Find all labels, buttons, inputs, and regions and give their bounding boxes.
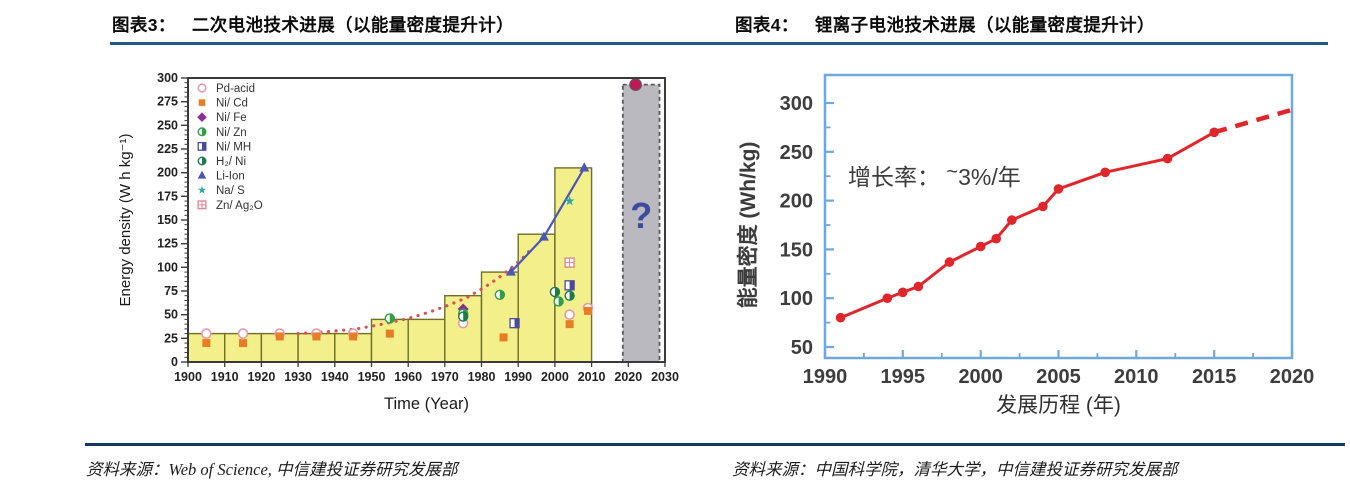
svg-text:1995: 1995 (881, 366, 926, 388)
svg-text:2015: 2015 (1192, 366, 1237, 388)
source-divider-rule (85, 443, 1345, 446)
svg-text:2005: 2005 (1036, 366, 1081, 388)
figure-3-title: 图表3： 二次电池技术进展（以能量密度提升计） (112, 12, 514, 37)
legend-label: Ni/ Cd (216, 98, 248, 110)
figure-4-source-label: 资料来源： (732, 460, 815, 479)
x-axis-label: 发展历程 (年) (996, 394, 1121, 417)
svg-text:50: 50 (791, 337, 813, 359)
svg-text:0: 0 (171, 355, 178, 369)
data-point (975, 241, 986, 252)
data-point (1053, 184, 1064, 194)
figure-4-title: 图表4： 锂离子电池技术进展（以能量密度提升计） (735, 12, 1155, 37)
growth-rate-annotation: 增长率： ~3%/年 (848, 161, 1021, 190)
svg-text:200: 200 (780, 191, 813, 213)
figure-3-source-label: 资料来源： (86, 460, 169, 479)
svg-text:200: 200 (157, 166, 178, 180)
liion-growth-line (505, 162, 590, 276)
future-question-mark: ? (630, 195, 652, 236)
svg-text:1950: 1950 (358, 370, 386, 384)
svg-text:25: 25 (164, 331, 178, 345)
scatter-points (201, 195, 594, 348)
legend-label: Ni/ Zn (216, 127, 247, 139)
svg-text:1920: 1920 (247, 370, 275, 384)
y-axis-ticks: 0 25 50 75 100 125 150 175 200 225 250 275 300 (157, 71, 188, 369)
svg-text:150: 150 (780, 239, 813, 261)
svg-text:2030: 2030 (651, 370, 679, 384)
data-point (898, 287, 908, 298)
chart-legend: Pd-acid Ni/ Cd Ni/ Fe Ni/ Zn Ni/ MH H₂/ Ni Li-… (197, 83, 263, 212)
decade-bar (517, 233, 556, 363)
figure-4-liion-chart: 50 100 150 200 250 300 1990 1995 2000 2005 2010 201… (736, 73, 1315, 417)
svg-text:225: 225 (157, 142, 178, 156)
figure-4-source: 资料来源：中国科学院，清华大学，中信建投证券研究发展部 (732, 456, 1178, 480)
x-axis-label: Time (Year) (384, 395, 469, 413)
title-underline-rule (110, 42, 1328, 45)
data-point (835, 312, 846, 323)
svg-text:1990: 1990 (803, 366, 848, 388)
plot-frame (823, 73, 1294, 360)
svg-text:2000: 2000 (958, 366, 1003, 388)
svg-text:2000: 2000 (541, 370, 569, 384)
legend-label: Pd-acid (216, 83, 255, 95)
svg-text:100: 100 (157, 260, 178, 274)
svg-text:50: 50 (164, 308, 178, 322)
legend-label: Na/ S (216, 185, 245, 197)
x-axis-ticks: 1900 1910 1920 1930 1940 1950 1960 1970 1980 1990… (174, 362, 679, 384)
y-axis-ticks: 50 100 150 200 250 300 (780, 93, 834, 359)
data-point (1162, 153, 1173, 164)
svg-text:1940: 1940 (321, 370, 349, 384)
data-point (1100, 167, 1110, 178)
svg-text:1970: 1970 (431, 370, 459, 384)
figure-4-source-text: 中国科学院，清华大学，中信建投证券研究发展部 (814, 460, 1178, 479)
decade-bar (370, 318, 409, 363)
data-point (991, 233, 1001, 244)
energy-density-line (835, 107, 1293, 323)
legend-label: Ni/ Fe (216, 112, 247, 124)
decade-bar (407, 318, 446, 363)
svg-text:100: 100 (780, 288, 813, 310)
legend-label: Zn/ Ag₂O (216, 200, 263, 212)
svg-text:1900: 1900 (174, 370, 202, 384)
svg-text:300: 300 (780, 93, 813, 115)
x-axis-ticks: 1990 1995 2000 2005 2010 2015 2020 (803, 350, 1315, 388)
data-point (1209, 127, 1219, 138)
svg-text:2020: 2020 (614, 370, 642, 384)
data-point (1007, 215, 1017, 225)
data-point (882, 293, 893, 303)
svg-text:250: 250 (780, 142, 813, 164)
svg-text:1910: 1910 (211, 370, 239, 384)
svg-text:1980: 1980 (468, 370, 496, 384)
projected-dashed-segment (1213, 107, 1293, 135)
legend-label: Li-Ion (216, 171, 245, 183)
y-axis-label: Energy density (W h kg⁻¹) (117, 134, 134, 307)
y-axis-label: 能量密度 (Wh/kg) (736, 142, 760, 309)
data-point (944, 257, 955, 267)
data-point (1038, 201, 1048, 212)
future-projection-bar: ? (621, 78, 661, 363)
svg-text:1960: 1960 (394, 370, 422, 384)
svg-text:2010: 2010 (578, 370, 606, 384)
svg-text:75: 75 (164, 284, 178, 298)
data-point (913, 281, 924, 292)
figure-4-label: 图表4： (735, 15, 799, 35)
legend-label: H₂/ Ni (216, 156, 246, 168)
svg-text:275: 275 (157, 95, 178, 109)
svg-text:175: 175 (157, 189, 178, 203)
figure-3-title-text: 二次电池技术进展（以能量密度提升计） (191, 15, 515, 35)
figure-3-source: 资料来源：Web of Science, 中信建投证券研究发展部 (86, 456, 458, 480)
svg-text:1990: 1990 (504, 370, 532, 384)
svg-text:300: 300 (157, 71, 178, 85)
svg-text:125: 125 (157, 237, 178, 251)
svg-text:2010: 2010 (1114, 366, 1159, 388)
figure-3-source-text: Web of Science, 中信建投证券研究发展部 (168, 460, 458, 479)
figure-4-title-text: 锂离子电池技术进展（以能量密度提升计） (814, 15, 1155, 35)
svg-text:250: 250 (157, 118, 178, 132)
figure-3-label: 图表3： (112, 15, 176, 35)
svg-text:150: 150 (157, 213, 178, 227)
svg-text:1930: 1930 (284, 370, 312, 384)
legend-label: Ni/ MH (216, 141, 251, 153)
svg-text:2020: 2020 (1270, 366, 1315, 388)
